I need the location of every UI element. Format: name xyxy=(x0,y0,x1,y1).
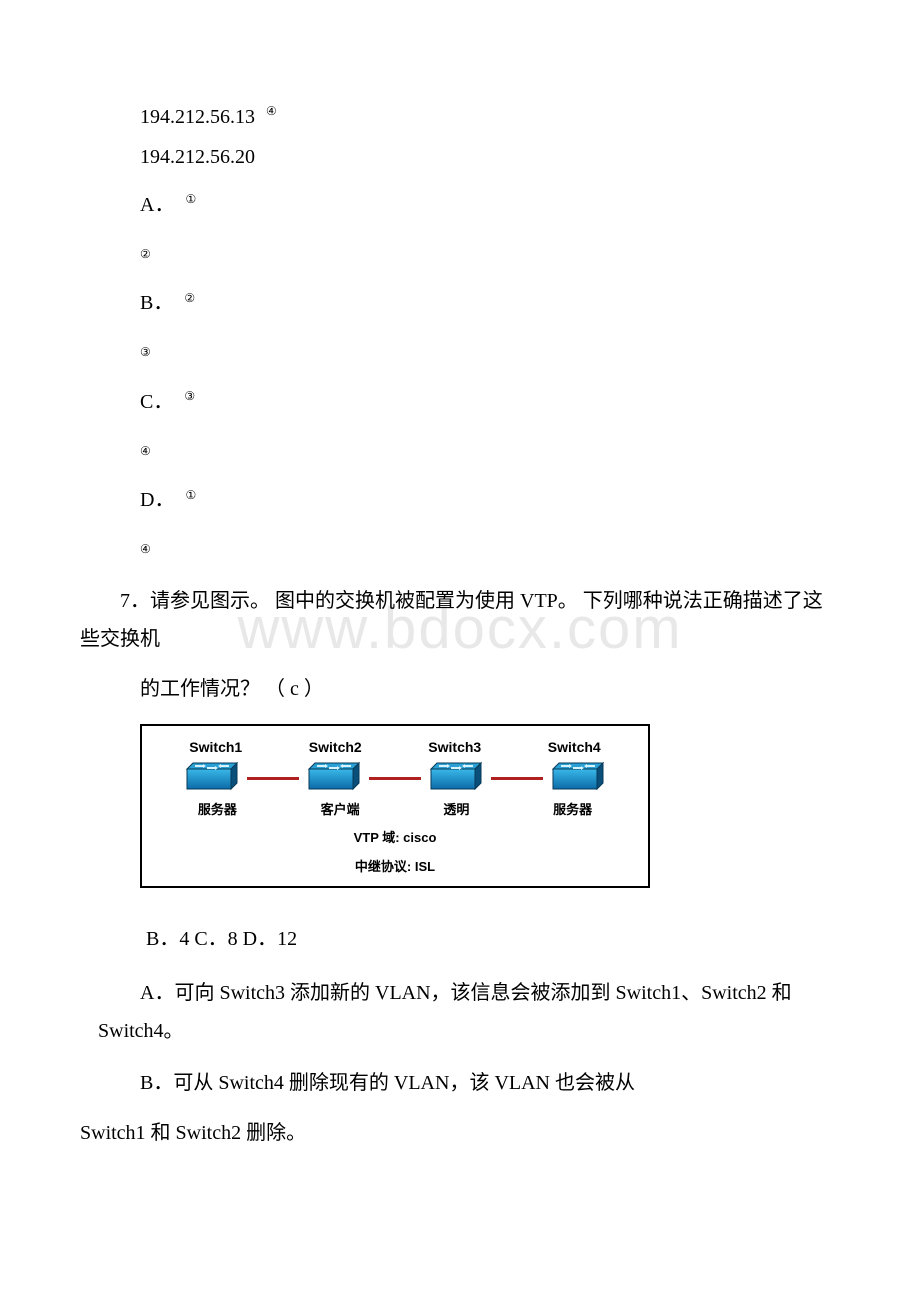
option-A-sup: ① xyxy=(185,192,196,206)
option-D: D． ① ④ xyxy=(80,483,840,559)
switch1-name: Switch1 xyxy=(189,736,242,760)
link-3-4 xyxy=(491,777,543,780)
option-D-label: D． xyxy=(140,483,174,517)
link-1-2 xyxy=(247,777,299,780)
switch-roles-row: 服务器 客户端 透明 服务器 xyxy=(156,799,634,821)
switch-names-row: Switch1 Switch2 Switch3 Switch4 xyxy=(156,736,634,760)
option-B-below: ③ xyxy=(140,342,840,362)
option-C-label: C． xyxy=(140,385,173,419)
option-B-sup: ② xyxy=(184,291,195,305)
vtp-trunk-line: 中继协议: ISL xyxy=(156,856,634,878)
switch4-icon xyxy=(547,761,609,795)
ip-1: 194.212.56.13 xyxy=(140,106,255,128)
page-content: 194.212.56.13 ④ 194.212.56.20 A． ① ② B． … xyxy=(80,100,840,1150)
switch4-name: Switch4 xyxy=(548,736,601,760)
switch1-icon xyxy=(181,761,243,795)
switch-icons-row xyxy=(156,761,634,795)
switch3-icon xyxy=(425,761,487,795)
q7-lead: 7．请参见图示。 图中的交换机被配置为使用 VTP。 下列哪种说法正确描述了这些… xyxy=(80,582,840,658)
switch3-role: 透明 xyxy=(443,799,469,821)
option-A: A． ① ② xyxy=(80,188,840,264)
bcd-answer-line: B．4 C．8 D．12 xyxy=(80,922,840,956)
ip-line-1: 194.212.56.13 ④ xyxy=(140,100,840,134)
ip-block: 194.212.56.13 ④ 194.212.56.20 xyxy=(80,100,840,174)
vtp-domain-line: VTP 域: cisco xyxy=(156,827,634,849)
switch2-icon xyxy=(303,761,365,795)
ip-line-2: 194.212.56.20 xyxy=(140,140,840,174)
switch2-role: 客户端 xyxy=(321,799,360,821)
option-C: C． ③ ④ xyxy=(80,385,840,461)
q7-sub: 的工作情况？ （ c ） xyxy=(80,672,840,706)
q7-option-A: A．可向 Switch3 添加新的 VLAN，该信息会被添加到 Switch1、… xyxy=(80,974,840,1050)
q7-option-B-line2: Switch1 和 Switch2 删除。 xyxy=(80,1116,840,1150)
option-D-below: ④ xyxy=(140,539,840,559)
option-A-below: ② xyxy=(140,244,840,264)
ip-1-marker: ④ xyxy=(266,104,277,118)
switch2-name: Switch2 xyxy=(309,736,362,760)
switch3-name: Switch3 xyxy=(428,736,481,760)
option-D-sup: ① xyxy=(185,488,196,502)
option-C-below: ④ xyxy=(140,441,840,461)
option-B-label: B． xyxy=(140,286,173,320)
option-B: B． ② ③ xyxy=(80,286,840,362)
link-2-3 xyxy=(369,777,421,780)
option-C-sup: ③ xyxy=(184,389,195,403)
switch4-role: 服务器 xyxy=(553,799,592,821)
vtp-diagram: Switch1 Switch2 Switch3 Switch4 xyxy=(140,724,650,888)
q7-option-B-line1: B．可从 Switch4 删除现有的 VLAN，该 VLAN 也会被从 xyxy=(80,1064,840,1102)
switch1-role: 服务器 xyxy=(198,799,237,821)
option-A-label: A． xyxy=(140,188,174,222)
